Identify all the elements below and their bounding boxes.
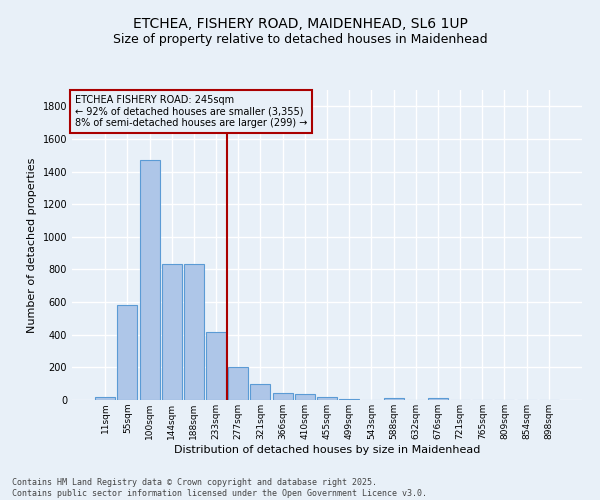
Bar [228, 368, 248, 400]
Text: Contains HM Land Registry data © Crown copyright and database right 2025.
Contai: Contains HM Land Registry data © Crown c… [12, 478, 427, 498]
Bar [272, 394, 293, 400]
Bar [184, 264, 204, 400]
Bar [206, 332, 226, 400]
Bar [339, 399, 359, 400]
Bar [162, 264, 182, 400]
Bar [118, 304, 137, 400]
Text: Size of property relative to detached houses in Maidenhead: Size of property relative to detached ho… [113, 32, 487, 46]
Bar [140, 160, 160, 400]
Text: ETCHEA FISHERY ROAD: 245sqm
← 92% of detached houses are smaller (3,355)
8% of s: ETCHEA FISHERY ROAD: 245sqm ← 92% of det… [74, 94, 307, 128]
Bar [95, 396, 115, 400]
Bar [383, 398, 404, 400]
X-axis label: Distribution of detached houses by size in Maidenhead: Distribution of detached houses by size … [174, 444, 480, 454]
Text: ETCHEA, FISHERY ROAD, MAIDENHEAD, SL6 1UP: ETCHEA, FISHERY ROAD, MAIDENHEAD, SL6 1U… [133, 18, 467, 32]
Bar [428, 398, 448, 400]
Y-axis label: Number of detached properties: Number of detached properties [27, 158, 37, 332]
Bar [250, 384, 271, 400]
Bar [295, 394, 315, 400]
Bar [317, 396, 337, 400]
